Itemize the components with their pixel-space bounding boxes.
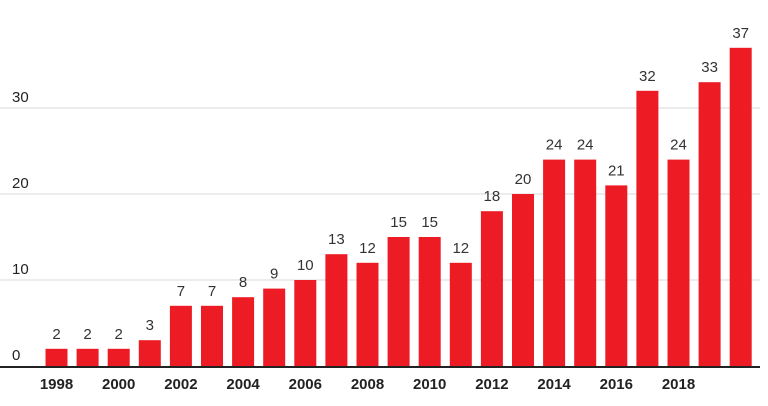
bars: [45, 47, 752, 367]
x-tick-label: 2002: [164, 376, 197, 393]
x-axis-ticks: 1998 2000 2002 2004 2006 2008 2010 2012 2014 2016…: [40, 376, 695, 393]
bar-value-label: 15: [390, 214, 407, 231]
x-tick-label: 1998: [40, 376, 73, 393]
bar-value-label: 24: [546, 137, 563, 154]
bar-value-label: 18: [484, 188, 501, 205]
bar-value-label: 2: [83, 326, 91, 343]
bar-value-label: 33: [701, 59, 718, 76]
bar-2015: [574, 159, 597, 366]
bar-value-label: 32: [639, 68, 656, 85]
x-tick-label: 2012: [475, 376, 508, 393]
bar-2005: [263, 288, 286, 366]
bar-2001: [138, 340, 161, 366]
bar-value-label: 24: [577, 137, 594, 154]
bar-2018: [667, 159, 690, 366]
bar-value-label: 3: [146, 317, 154, 334]
x-tick-label: 2018: [662, 376, 695, 393]
bar-2016: [605, 185, 628, 366]
bar-value-label: 2: [115, 326, 123, 343]
x-tick-label: 2000: [102, 376, 135, 393]
bar-2006: [294, 280, 317, 366]
bar-2003: [201, 305, 223, 366]
bar-2012: [480, 211, 503, 366]
x-tick-label: 2004: [226, 376, 260, 393]
y-tick-label: 20: [12, 175, 29, 192]
bar-value-label: 12: [359, 240, 376, 257]
x-tick-label: 2006: [289, 376, 322, 393]
bar-value-label: 20: [515, 171, 532, 188]
bar-2009: [387, 237, 410, 366]
bar-value-label: 7: [208, 283, 216, 300]
bar-value-label: 8: [239, 274, 247, 291]
x-tick-label: 2008: [351, 376, 384, 393]
bar-value-label: 12: [452, 240, 469, 257]
bar-2014: [543, 159, 566, 366]
bar-1999: [76, 348, 99, 366]
bar-1998: [45, 348, 68, 366]
y-tick-label: 30: [12, 89, 29, 106]
bar-value-label: 2: [52, 326, 60, 343]
bar-2007: [325, 254, 348, 366]
bar-2013: [512, 194, 534, 366]
bar-value-label: 13: [328, 231, 345, 248]
bar-value-label: 21: [608, 162, 625, 179]
bar-value-label: 37: [732, 25, 749, 42]
bar-value-label: 10: [297, 257, 314, 274]
gridlines: [0, 107, 760, 281]
bar-value-label: 24: [670, 137, 687, 154]
bar-2011: [449, 262, 472, 366]
bar-2019: [698, 82, 721, 366]
bar-value-label: 7: [177, 283, 185, 300]
x-tick-label: 2014: [537, 376, 571, 393]
bar-2000: [107, 348, 130, 366]
bar-2008: [356, 262, 379, 366]
y-axis-ticks: 0 10 20 30: [12, 89, 29, 364]
y-tick-label: 0: [12, 347, 20, 364]
bar-2010: [418, 237, 441, 366]
bar-value-label: 9: [270, 266, 278, 283]
bar-2004: [232, 297, 255, 366]
x-tick-label: 2016: [600, 376, 633, 393]
bar-2002: [169, 305, 192, 366]
y-tick-label: 10: [12, 261, 29, 278]
bar-value-label: 15: [421, 214, 438, 231]
bar-2017: [636, 90, 659, 367]
bar-2020: [729, 47, 752, 367]
x-tick-label: 2010: [413, 376, 446, 393]
